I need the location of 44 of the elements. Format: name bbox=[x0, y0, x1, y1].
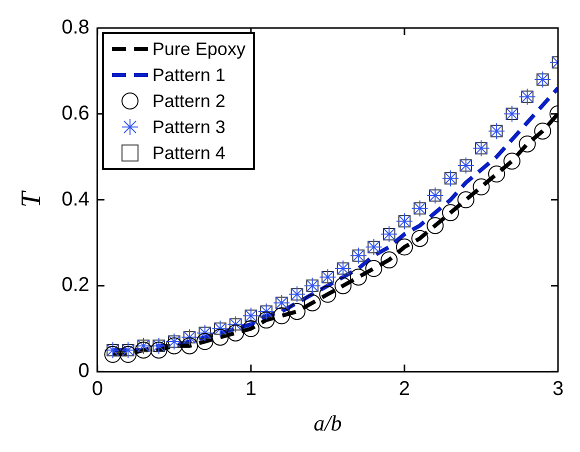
y-axis-title: T bbox=[16, 190, 48, 208]
x-tick-label: 3 bbox=[552, 378, 564, 400]
y-tick-label: 0 bbox=[78, 360, 90, 382]
point bbox=[150, 342, 168, 359]
point bbox=[365, 260, 382, 278]
point bbox=[426, 217, 444, 234]
point bbox=[503, 152, 520, 170]
point bbox=[488, 166, 506, 183]
point bbox=[319, 286, 336, 303]
y-tick-label: 0.4 bbox=[62, 188, 90, 210]
legend-label: Pattern 4 bbox=[152, 142, 226, 164]
point bbox=[212, 328, 229, 346]
point bbox=[166, 337, 183, 354]
point bbox=[227, 324, 244, 342]
y-tick-label: 0.6 bbox=[62, 102, 90, 124]
point bbox=[442, 204, 460, 222]
point bbox=[334, 277, 352, 294]
point bbox=[472, 178, 490, 196]
point bbox=[120, 346, 137, 363]
point bbox=[273, 307, 290, 324]
legend-label: Pure Epoxy bbox=[152, 38, 246, 60]
legend-label: Pattern 3 bbox=[152, 116, 226, 138]
x-axis-title: a/b bbox=[314, 410, 342, 436]
legend-label: Pattern 2 bbox=[152, 90, 226, 112]
point bbox=[304, 294, 321, 312]
point bbox=[242, 320, 260, 338]
point bbox=[457, 191, 474, 208]
point bbox=[396, 238, 413, 256]
y-tick-label: 0.8 bbox=[62, 16, 90, 39]
point bbox=[181, 337, 198, 354]
point bbox=[104, 346, 122, 363]
point bbox=[288, 302, 306, 320]
y-tick-label: 0.2 bbox=[62, 274, 90, 296]
legend-label: Pattern 1 bbox=[152, 64, 226, 86]
point bbox=[350, 268, 367, 286]
point bbox=[258, 312, 275, 329]
point bbox=[534, 122, 552, 140]
point bbox=[518, 135, 536, 152]
x-tick-label: 1 bbox=[245, 378, 256, 400]
point bbox=[380, 251, 398, 268]
point bbox=[134, 342, 152, 359]
x-tick-label: 2 bbox=[398, 378, 410, 400]
point bbox=[411, 230, 428, 247]
point bbox=[196, 333, 214, 350]
